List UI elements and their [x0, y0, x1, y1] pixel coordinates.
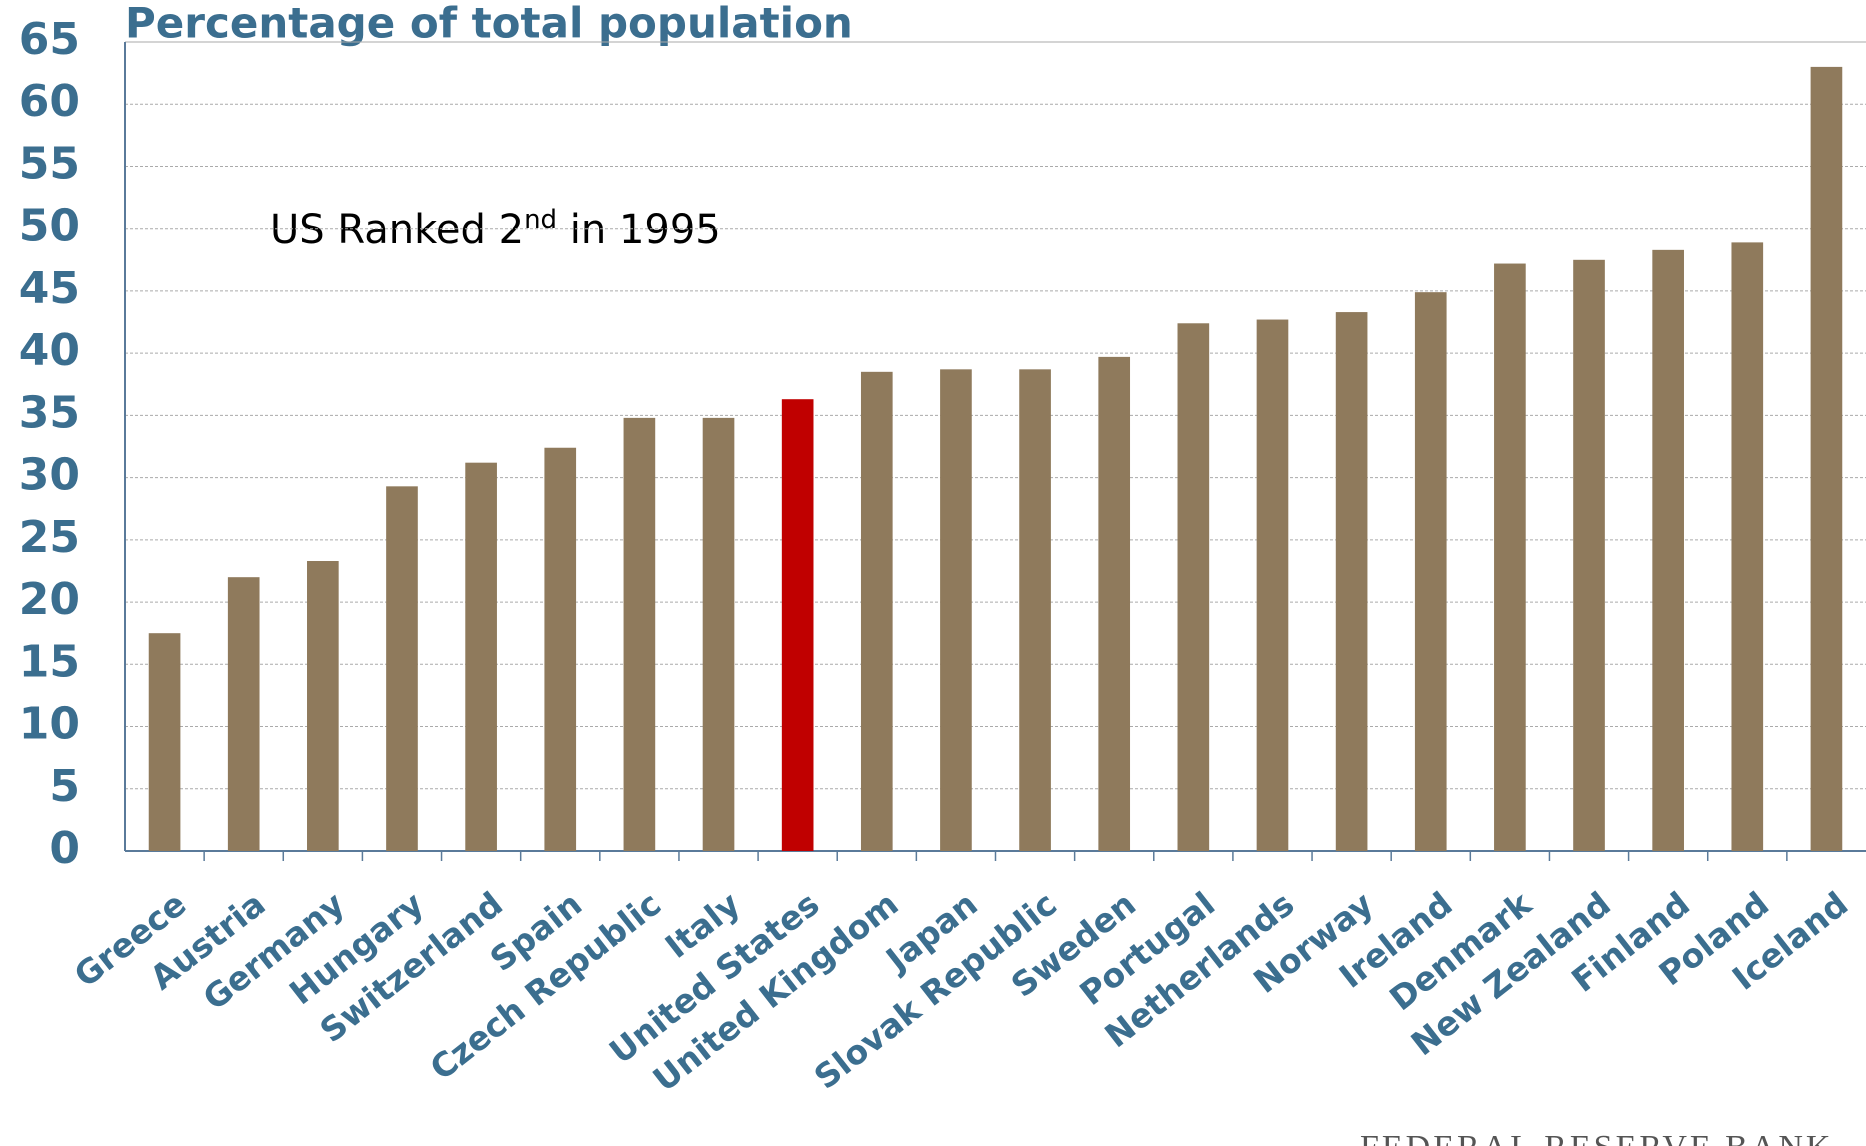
- y-tick-label: 60: [19, 76, 80, 127]
- bar: [860, 371, 893, 851]
- bar: [386, 486, 418, 851]
- bar: [781, 399, 814, 851]
- y-tick-label: 35: [19, 387, 80, 438]
- bar: [1177, 323, 1210, 851]
- footer: FEDERAL RESERVE BANK: [1360, 1129, 1833, 1146]
- y-tick-label: 55: [19, 138, 80, 189]
- y-tick-label: 25: [19, 512, 80, 563]
- bar: [1810, 66, 1843, 851]
- annotation: US Ranked 2nd in 1995: [270, 205, 721, 254]
- bar: [465, 462, 497, 851]
- y-tick-label: 30: [19, 450, 80, 501]
- y-tick-label: 10: [19, 699, 80, 750]
- bar: [1098, 356, 1131, 851]
- bar: [702, 417, 735, 851]
- bar: [1335, 312, 1368, 851]
- bar: [307, 561, 339, 851]
- bar: [544, 447, 577, 851]
- y-tick-label: 45: [19, 263, 80, 314]
- bar: [1494, 263, 1526, 852]
- y-tick-label: 20: [19, 574, 80, 625]
- bar: [1573, 259, 1605, 851]
- annotation-rest: in 1995: [557, 207, 721, 253]
- y-tick-label: 5: [49, 761, 80, 812]
- bar: [1731, 242, 1764, 852]
- y-tick-label: 0: [49, 823, 80, 874]
- y-tick-label: 65: [19, 14, 80, 65]
- bar: [1414, 292, 1447, 851]
- chart-title: Percentage of total population: [125, 0, 853, 48]
- bar: [1019, 369, 1051, 851]
- y-tick-label: 15: [19, 636, 80, 687]
- bar: [940, 369, 972, 851]
- bar: [227, 577, 260, 851]
- bar: [148, 633, 181, 851]
- y-tick-label: 40: [19, 325, 80, 376]
- annotation-text: US Ranked 2: [270, 207, 524, 253]
- y-tick-label: 50: [19, 201, 80, 252]
- bar: [623, 417, 656, 851]
- bar: [1256, 319, 1289, 852]
- bar: [1652, 249, 1684, 851]
- annotation-superscript: nd: [524, 205, 557, 235]
